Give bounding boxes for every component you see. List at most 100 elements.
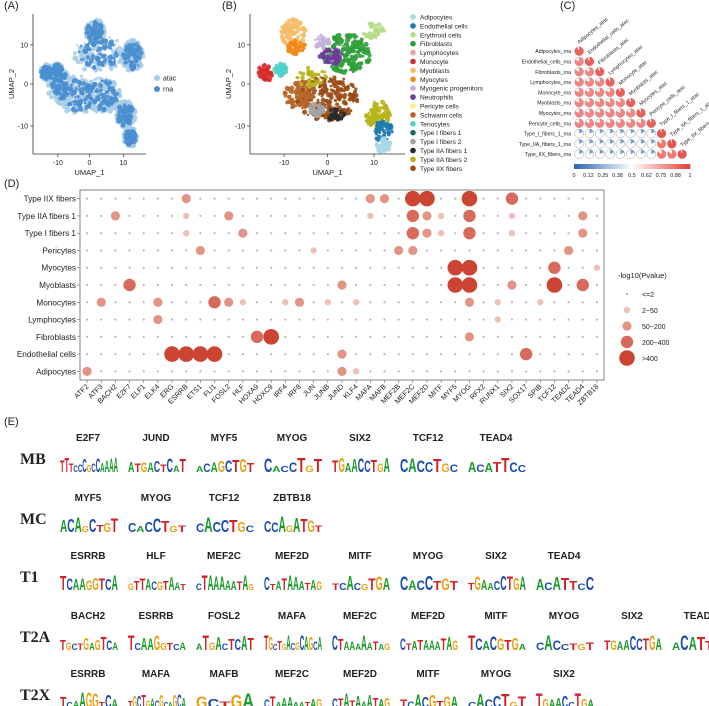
dotplot-dot-small [482, 197, 485, 200]
dotplot-x-label: IRF8 [286, 382, 303, 399]
dotplot-dot-small [581, 352, 584, 356]
dotplot-dot-small [383, 214, 386, 218]
dotplot-dot [178, 346, 195, 362]
dotplot-dot [367, 212, 374, 220]
dotplot-dot-small [454, 352, 457, 356]
corr-cell-wedge [605, 77, 615, 87]
dotplot-dot-small [326, 283, 329, 287]
motif-letter: T [507, 573, 513, 595]
dotplot-dot [110, 211, 121, 221]
dotplot-y-label: Type IIX fibers [24, 195, 76, 204]
dotplot-dot-small [440, 370, 443, 373]
motif-title: MAFB [210, 669, 239, 680]
dotplot-dot-small [142, 301, 145, 304]
corr-cell [626, 139, 636, 149]
corr-colorbar-segment [634, 164, 639, 169]
dotplot-dot-small [241, 249, 244, 252]
corr-cell-wedge [667, 139, 677, 149]
motif-letter: T [315, 524, 323, 534]
corr-cell [595, 98, 605, 108]
dotplot-dot-small [100, 335, 103, 338]
motif-letter: A [384, 455, 391, 477]
dotplot-dot [447, 277, 464, 293]
motif-title: MYF5 [75, 493, 102, 504]
motif-title: SIX2 [553, 669, 575, 680]
dotplot-dot-small [284, 232, 287, 235]
panel-label-e: (E) [4, 416, 19, 428]
motif-letter: A [112, 697, 119, 706]
dotplot-dot-small [284, 249, 287, 252]
motif-letter: G [86, 688, 92, 706]
dotplot-dot [192, 346, 209, 362]
umap-point [117, 88, 122, 93]
dotplot-dot-small [213, 283, 216, 287]
dotplot-dot-small [383, 352, 386, 356]
motif-title: ZBTB18 [273, 493, 311, 504]
dotplot-dot-small [454, 370, 457, 373]
dotplot-dot-small [397, 370, 400, 373]
dotplot-dot-small [397, 301, 400, 304]
dotplot-dot-small [142, 249, 145, 252]
umap-point [109, 66, 114, 72]
motif-letter: A [383, 574, 391, 594]
dotplot-dot [352, 299, 360, 306]
dotplot-dot-small [270, 352, 273, 356]
umap-a-y-axis-title: UMAP_2 [7, 69, 16, 99]
dotplot-dot-small [227, 335, 230, 338]
dotplot-dot [422, 228, 432, 238]
dotplot-dot-small [284, 266, 287, 269]
motif-letter: G [377, 461, 383, 475]
corr-cell [595, 108, 605, 118]
dotplot-dot-small [510, 335, 514, 338]
dotplot-dot-small [199, 370, 202, 373]
dotplot-dot [164, 346, 180, 362]
dotplot-dot-small [185, 335, 188, 338]
dotplot-dot-small [85, 266, 89, 269]
dotplot-dot-small [270, 370, 273, 373]
dotplot-dot-small [454, 318, 457, 321]
dotplot-dot-small [213, 249, 216, 252]
dotplot-dot-small [185, 249, 188, 252]
corr-colorbar-segment [617, 164, 621, 169]
corr-colorbar-segment [640, 164, 644, 169]
dotplot-dot-small [312, 352, 315, 356]
umap-point [46, 82, 50, 86]
motif-letter: T [433, 578, 441, 593]
dotplot-dot-small [425, 318, 429, 321]
dotplot-dot-small [128, 301, 131, 304]
umap-point [90, 66, 93, 69]
dotplot-dot-small [85, 301, 89, 304]
dotplot-dot [422, 211, 432, 221]
dotplot-dot-small [397, 214, 400, 218]
umap-point [117, 45, 122, 50]
corr-colorbar-segment [637, 164, 641, 169]
dotplot-dot-small [539, 249, 542, 252]
dotplot-dot [508, 212, 516, 220]
corr-col-label: Type_I_fibers_1_atac [659, 91, 701, 128]
dotplot-dot-small [199, 301, 202, 304]
dotplot-dot-small [284, 370, 287, 373]
dotplot-y-label: Lymphocytes [28, 316, 76, 325]
corr-cell [646, 118, 656, 128]
dotplot-dot-small [128, 318, 131, 321]
dotplot-dot-small [496, 197, 499, 200]
motif-letter: A [112, 641, 118, 653]
corr-colorbar-segment [672, 164, 676, 169]
motif-letter: C [128, 521, 136, 535]
motif-title: ESRRB [70, 669, 105, 680]
dotplot-dot-small [425, 283, 429, 287]
dotplot-dot-small [270, 249, 273, 252]
dotplot-dot [548, 261, 561, 274]
dotplot-dot-small [369, 370, 372, 373]
dotplot-dot-small [85, 232, 89, 235]
motif-letter: G [376, 574, 383, 595]
motif-letter: C [264, 455, 272, 477]
umap-a-x-axis-title: UMAP_1 [74, 168, 104, 177]
dotplot-dot-small [326, 370, 329, 373]
